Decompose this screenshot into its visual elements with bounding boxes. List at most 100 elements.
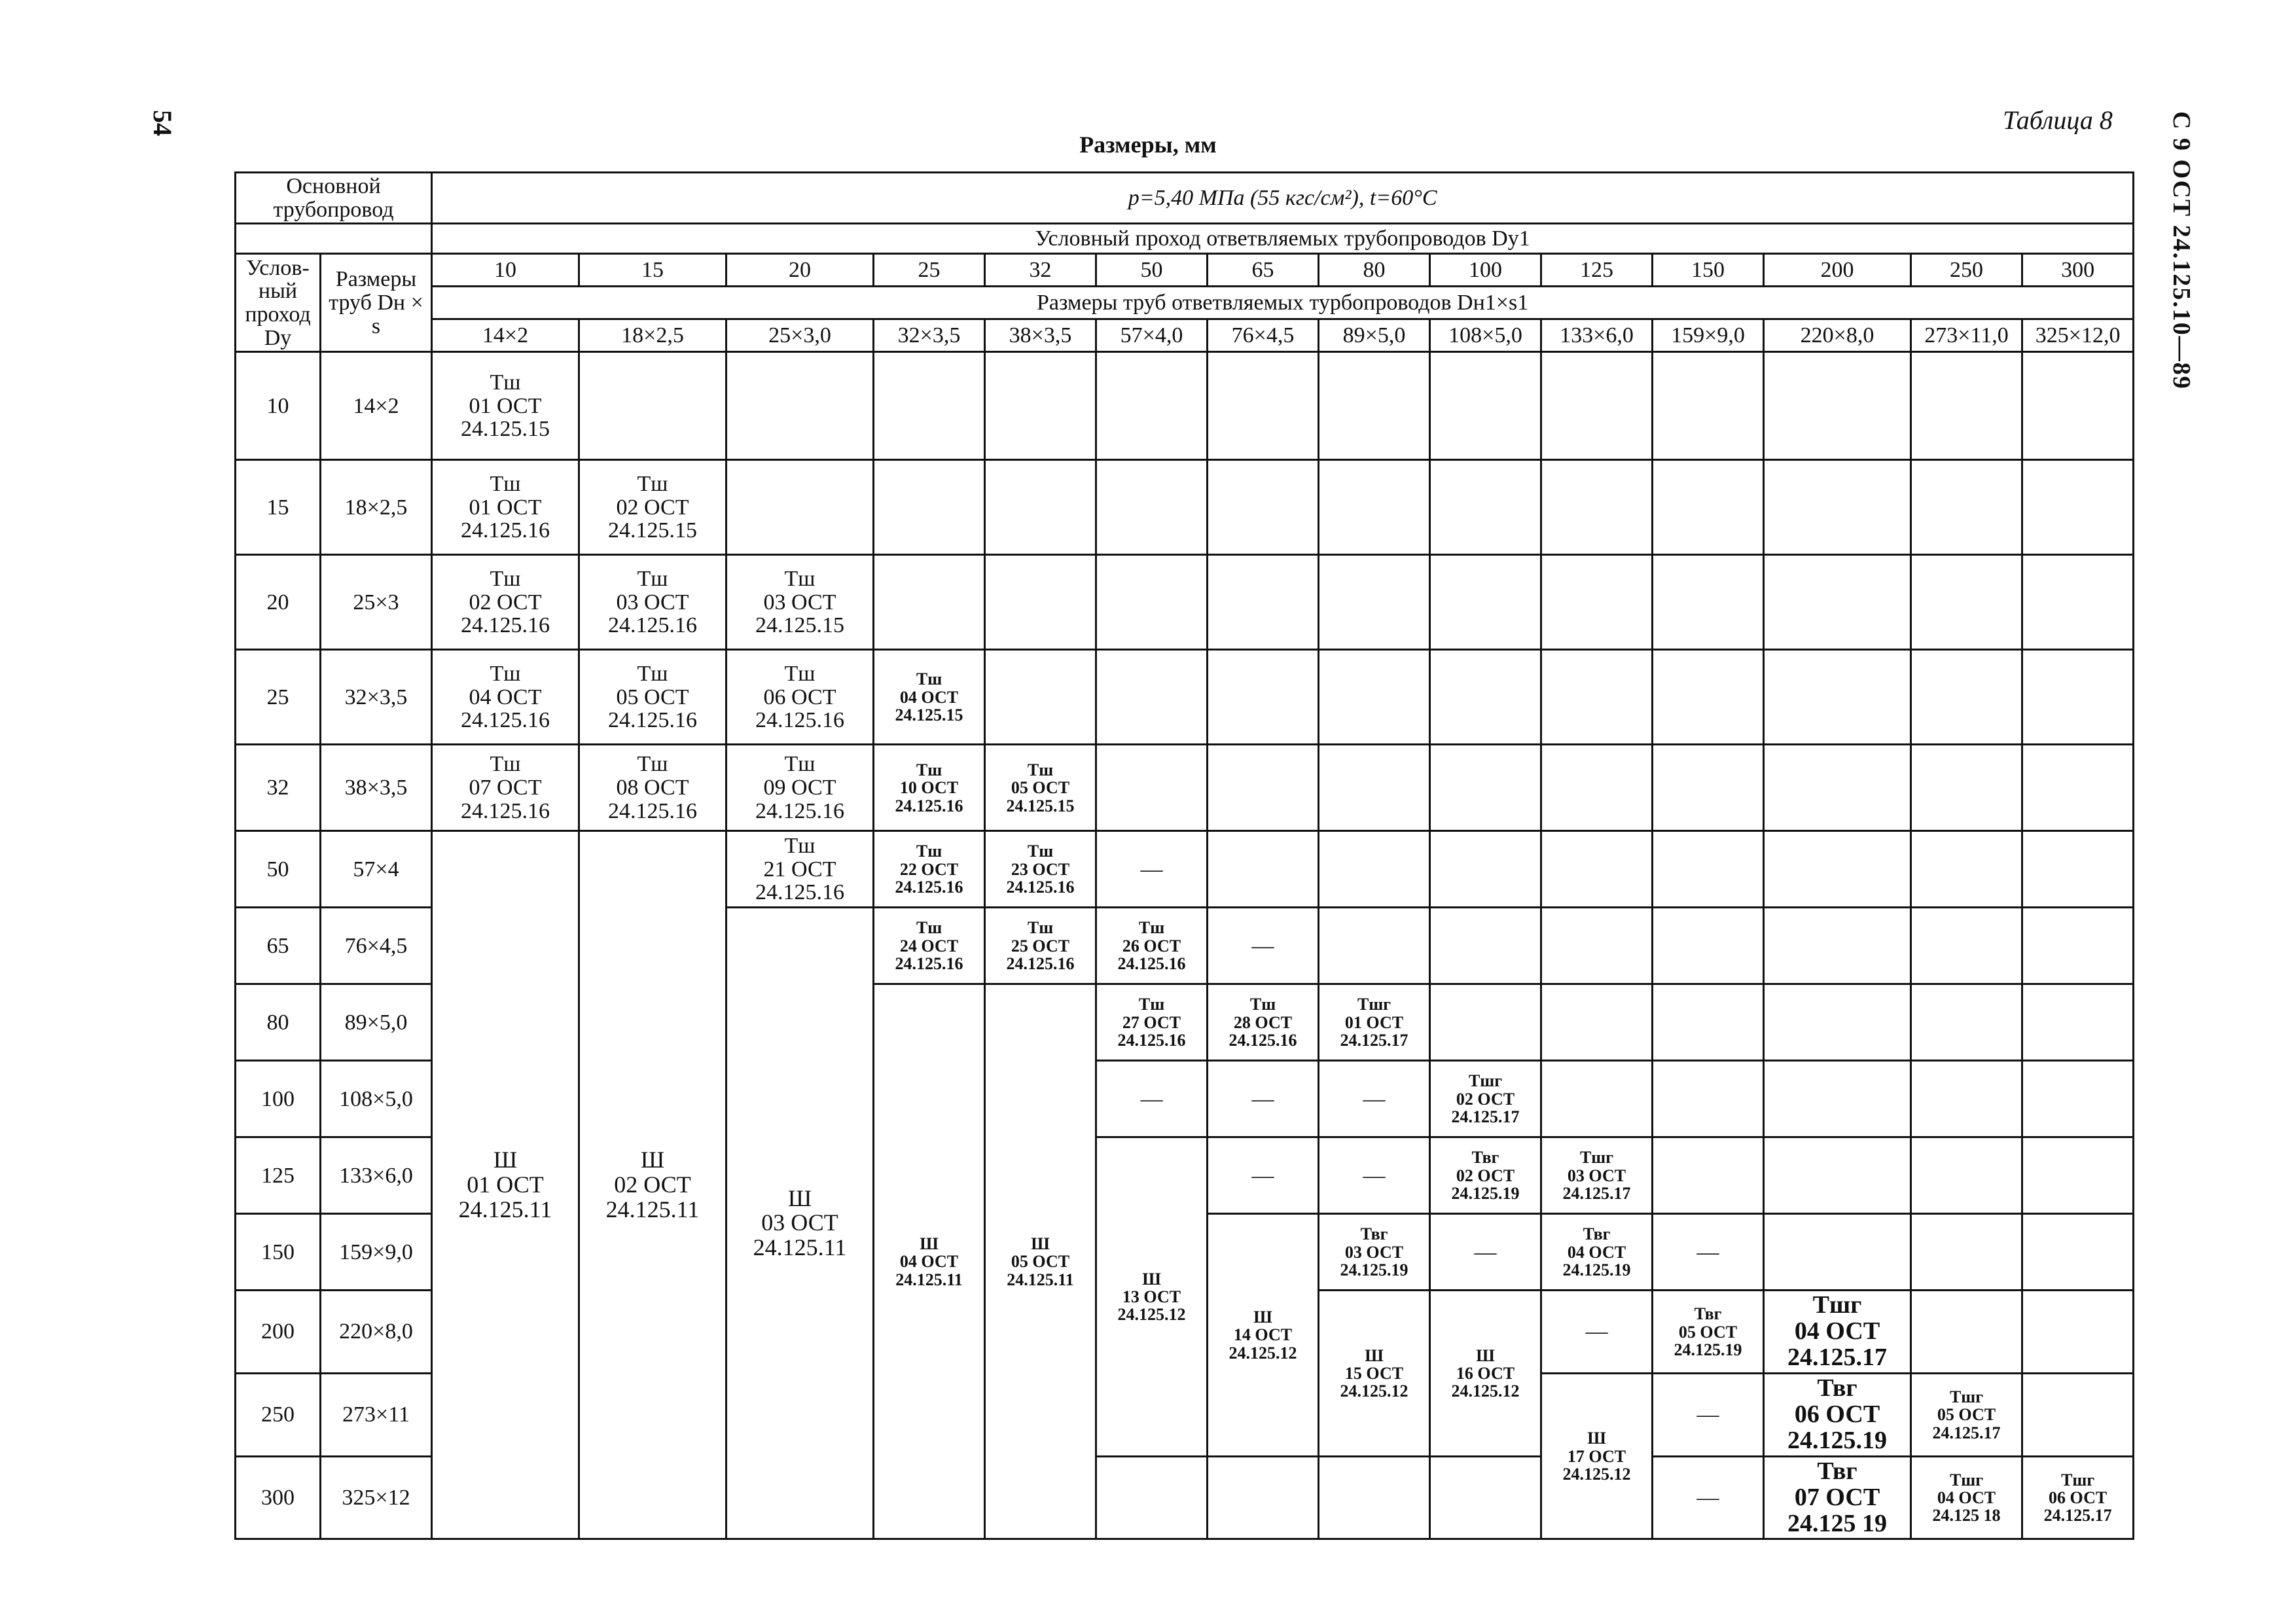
table-cell xyxy=(1429,649,1543,746)
table-cell xyxy=(1095,554,1209,651)
header-branch-size: 25×3,0 xyxy=(725,318,875,353)
fitting-code-line: Тшг xyxy=(1949,1387,1984,1406)
header-branch-size: 57×4,0 xyxy=(1095,318,1209,353)
table-cell xyxy=(1206,351,1320,461)
table-cell xyxy=(1910,1136,2024,1215)
fitting-code-line: 26 ОСТ xyxy=(1122,936,1181,955)
row-dn: 32 xyxy=(234,743,321,832)
fitting-code-line: 24.125.15 xyxy=(895,705,963,725)
fitting-code-line: 03 ОСТ xyxy=(1567,1166,1626,1185)
fitting-code-line: 02 ОСТ xyxy=(1456,1089,1515,1109)
fitting-code-line: 24.125.16 xyxy=(895,954,963,974)
fitting-code-line: 24.125.16 xyxy=(461,798,550,823)
table-cell xyxy=(1910,649,2024,746)
fitting-code-line: Тш xyxy=(637,752,668,777)
fitting-code-line: Тшг xyxy=(2061,1470,2095,1489)
table-row: 10 14×2 Тш 01 ОСТ 24.125.15 xyxy=(234,351,2135,461)
fitting-code: Тшг 01 ОСТ 24.125.17 xyxy=(1318,983,1431,1062)
fitting-code-line: 24.125.16 xyxy=(461,518,550,543)
table-cell xyxy=(1910,351,2024,461)
dash-cell: — xyxy=(1318,1136,1431,1215)
table-cell xyxy=(1318,743,1431,832)
fitting-code-line: 24.125.12 xyxy=(1229,1343,1297,1363)
fitting-code-line: 24.125.16 xyxy=(1117,1031,1186,1050)
table-cell xyxy=(1910,743,2024,832)
fitting-code-line: 24.125.17 xyxy=(1562,1184,1631,1204)
table-cell xyxy=(1910,459,2024,556)
fitting-code: Тшг 02 ОСТ 24.125.17 xyxy=(1429,1060,1543,1139)
fitting-code-line: Тшг xyxy=(1949,1470,1984,1489)
fitting-code-line: 04 ОСТ xyxy=(899,687,959,707)
header-branch-dn-value: 300 xyxy=(2021,253,2135,288)
fitting-code-line: Тш xyxy=(916,760,942,779)
fitting-code-line: 07 ОСТ xyxy=(1794,1483,1880,1511)
header-branch-dn-value: 150 xyxy=(1651,253,1765,288)
header-branch-dn-value: 10 xyxy=(431,253,581,288)
fitting-code-line: 27 ОСТ xyxy=(1122,1012,1181,1032)
fitting-code-line: 05 ОСТ xyxy=(1011,778,1070,798)
table-cell xyxy=(1206,1455,1320,1541)
table-cell xyxy=(1540,554,1654,651)
table-cell xyxy=(1095,1455,1209,1541)
fitting-code-line: 03 ОСТ xyxy=(761,1209,838,1236)
dash-cell: — xyxy=(1318,1060,1431,1139)
table-cell xyxy=(1763,1213,1912,1292)
table-cell xyxy=(725,351,875,461)
row-dn: 200 xyxy=(234,1289,321,1375)
row-size: 220×8,0 xyxy=(319,1289,433,1375)
fitting-code-line: 24.125.17 xyxy=(1787,1344,1888,1372)
fitting-code-line: 24.125.19 xyxy=(1340,1260,1408,1280)
fitting-code-line: 24.125.16 xyxy=(608,708,698,733)
table-row: 250 273×11 Ш 17 ОСТ 24.125.12— Твг 06 ОСТ 24.12… xyxy=(234,1372,2135,1541)
table-cell xyxy=(1763,906,1912,986)
fitting-code: Твг 02 ОСТ 24.125.19 xyxy=(1429,1136,1543,1215)
header-branch-dn-value: 80 xyxy=(1318,253,1431,288)
table-cell xyxy=(2021,459,2135,556)
fitting-code-line: 24.125.19 xyxy=(1674,1340,1742,1359)
fitting-code-line: 24.125.12 xyxy=(1340,1382,1408,1401)
header-branch-dn-value: 65 xyxy=(1206,253,1320,288)
fitting-code-line: Ш xyxy=(493,1147,518,1173)
fitting-code-line: Тш xyxy=(784,661,816,686)
fitting-code-line: 24.125.16 xyxy=(1229,1031,1297,1050)
row-size: 57×4 xyxy=(319,830,433,909)
fitting-code-line: 24.125.11 xyxy=(753,1234,847,1261)
fitting-code-line: 06 ОСТ xyxy=(763,685,836,709)
fitting-code-line: 02 ОСТ xyxy=(616,495,689,520)
table-cell xyxy=(872,554,986,651)
fitting-code-line: 24.125.12 xyxy=(1451,1382,1520,1401)
fitting-code: Тш 02 ОСТ 24.125.16 xyxy=(431,554,581,651)
fitting-code-line: Тш xyxy=(490,370,521,395)
row-size: 18×2,5 xyxy=(319,459,433,556)
fitting-code: Ш 14 ОСТ 24.125.12 xyxy=(1206,1213,1320,1457)
table-cell xyxy=(2021,649,2135,746)
fitting-code-line: 24.125.16 xyxy=(1117,954,1186,974)
table-cell xyxy=(1540,459,1654,556)
header-branch-dn-value: 20 xyxy=(725,253,875,288)
table-label: Таблица 8 xyxy=(2003,105,2113,135)
dash-cell: — xyxy=(1206,1060,1320,1139)
fitting-code: Тш 24 ОСТ 24.125.16 xyxy=(872,906,986,986)
header-branch-dn-value: 15 xyxy=(578,253,728,288)
table-cell xyxy=(984,554,1098,651)
row-size: 25×3 xyxy=(319,554,433,651)
table-cell xyxy=(1651,459,1765,556)
table-cell xyxy=(1763,649,1912,746)
fitting-code-line: 04 ОСТ xyxy=(1794,1317,1880,1346)
fitting-code: Твг 05 ОСТ 24.125.19 xyxy=(1651,1289,1765,1375)
fitting-code: Твг 03 ОСТ 24.125.19 xyxy=(1318,1213,1431,1292)
header-branch-dn-value: 100 xyxy=(1429,253,1543,288)
fitting-code-line: 01 ОСТ xyxy=(1344,1012,1404,1032)
fitting-code-line: Твг xyxy=(1817,1457,1857,1485)
table-cell xyxy=(984,459,1098,556)
fitting-code-line: 13 ОСТ xyxy=(1122,1287,1181,1306)
table-cell xyxy=(1763,830,1912,909)
fitting-code-line: 24.125.11 xyxy=(895,1270,963,1289)
fitting-code: Ш 17 ОСТ 24.125.12 xyxy=(1540,1372,1654,1541)
table-cell xyxy=(1095,743,1209,832)
fitting-code-line: 10 ОСТ xyxy=(899,778,959,798)
header-branch-dn-value: 25 xyxy=(872,253,986,288)
table-cell xyxy=(1540,743,1654,832)
row-size: 38×3,5 xyxy=(319,743,433,832)
table-cell xyxy=(1540,830,1654,909)
